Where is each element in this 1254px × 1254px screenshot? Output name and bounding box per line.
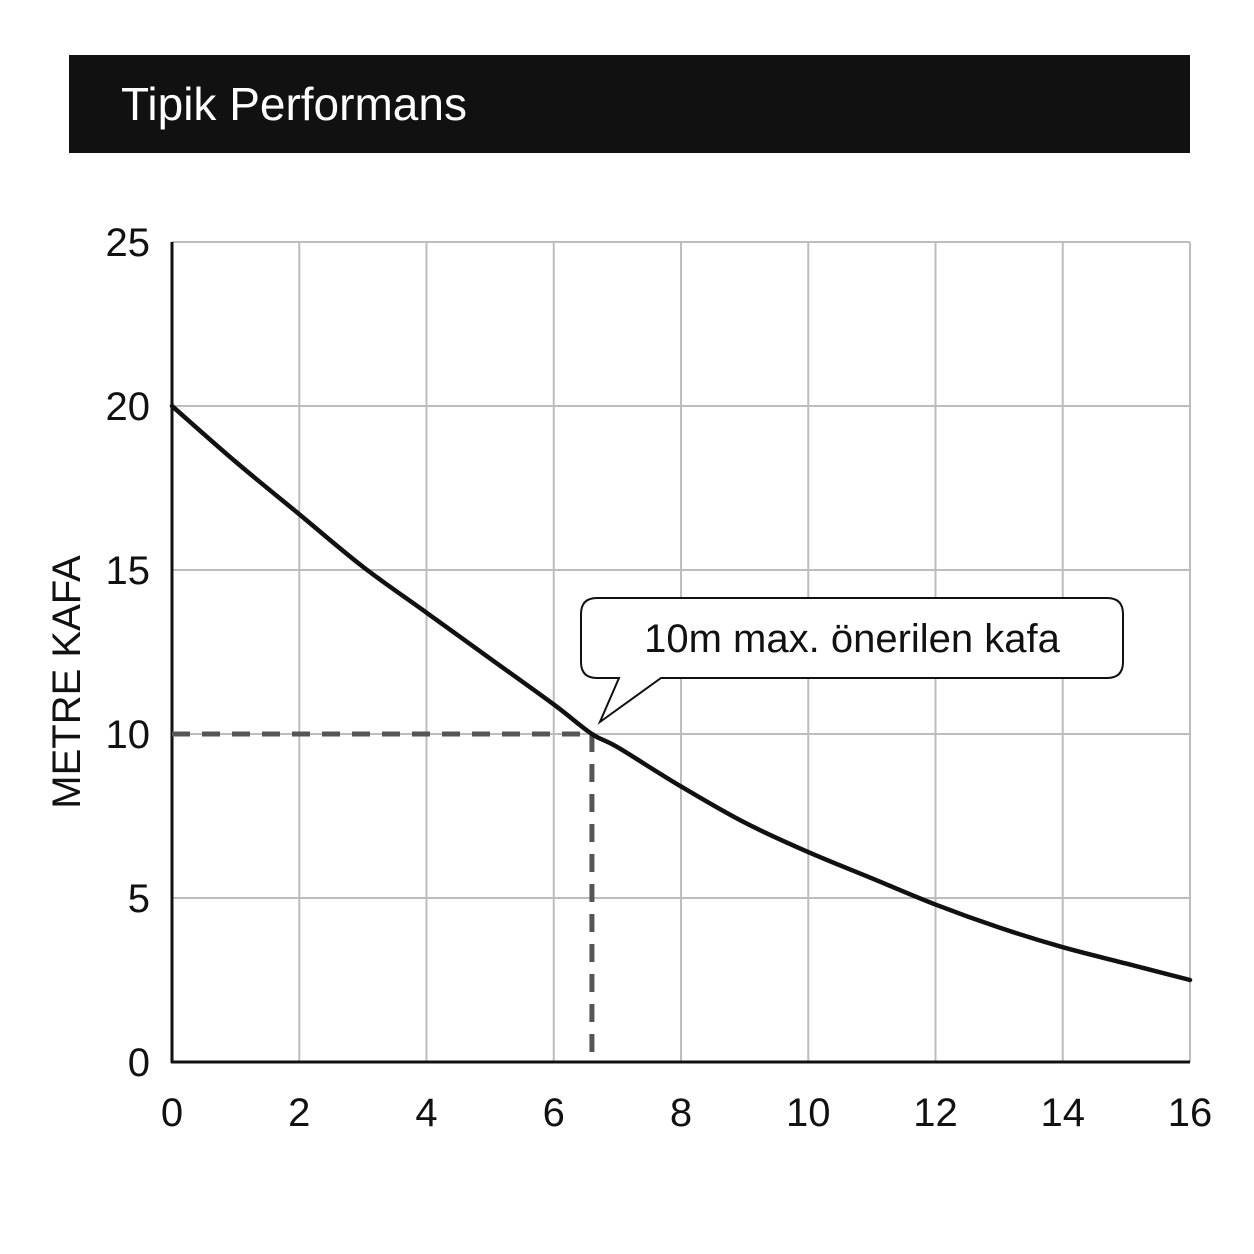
x-tick-label: 6 — [543, 1091, 565, 1135]
y-axis-label: METRE KAFA — [45, 555, 89, 809]
x-tick-label: 10 — [786, 1091, 831, 1135]
chart-title: Tipik Performans — [121, 78, 467, 130]
performance-curve — [169, 403, 1193, 983]
y-tick-label: 25 — [106, 221, 151, 265]
x-tick-label: 8 — [670, 1091, 692, 1135]
y-tick-label: 5 — [128, 877, 150, 921]
y-tick-label: 15 — [106, 549, 151, 593]
x-tick-label: 2 — [288, 1091, 310, 1135]
x-tick-label: 12 — [913, 1091, 958, 1135]
y-tick-label: 10 — [106, 713, 151, 757]
x-tick-label: 0 — [161, 1091, 183, 1135]
y-tick-label: 0 — [128, 1041, 150, 1085]
callout-bubble — [580, 597, 1124, 725]
x-tick-label: 16 — [1168, 1091, 1213, 1135]
callout-label: 10m max. önerilen kafa — [644, 617, 1061, 661]
y-tick-label: 20 — [106, 385, 151, 429]
x-tick-label: 4 — [415, 1091, 437, 1135]
chart-title-bar: Tipik Performans — [69, 55, 1190, 153]
x-tick-label: 14 — [1041, 1091, 1086, 1135]
